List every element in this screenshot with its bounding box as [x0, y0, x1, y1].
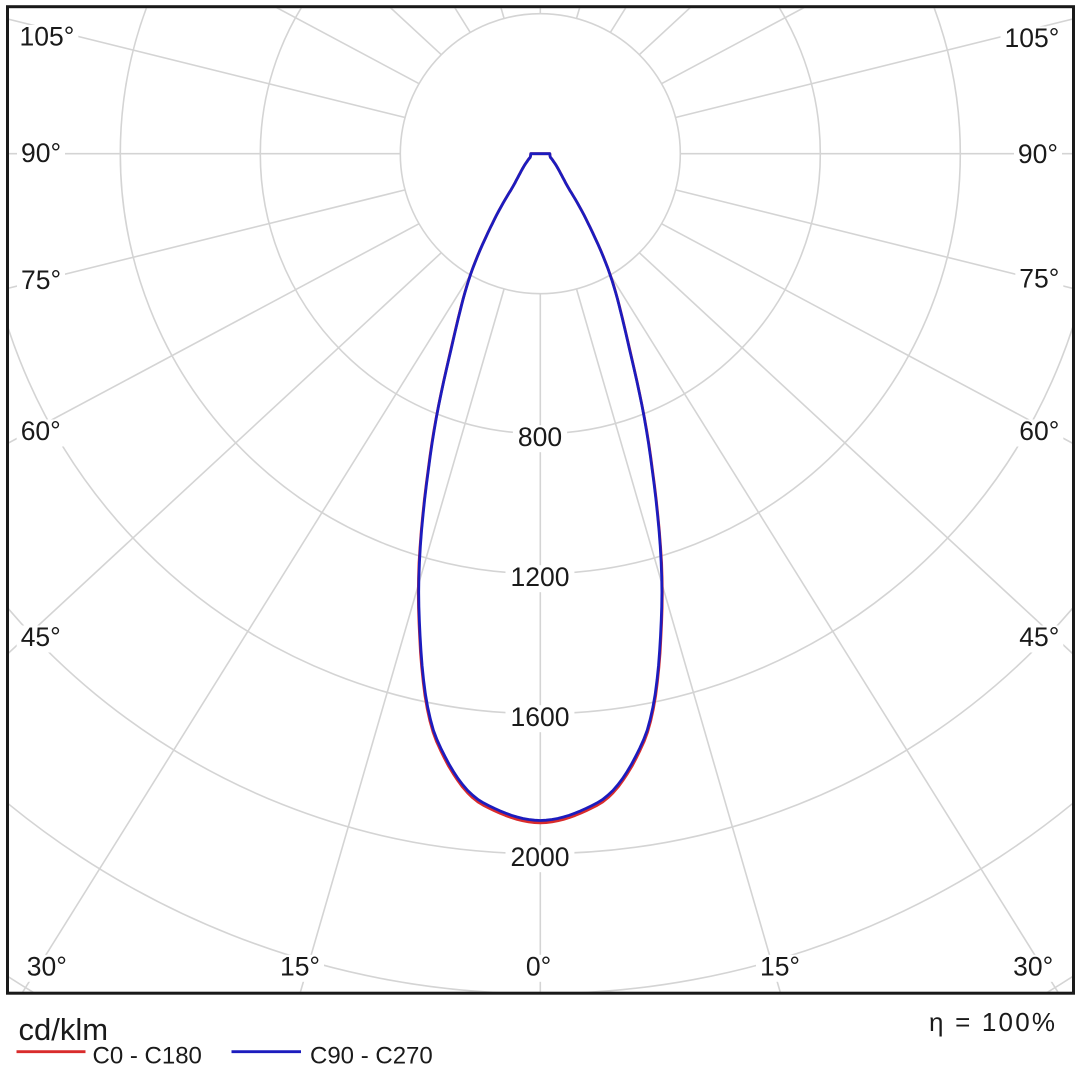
svg-text:60°: 60°: [21, 416, 61, 446]
svg-text:75°: 75°: [21, 265, 61, 295]
svg-text:15°: 15°: [280, 952, 320, 982]
svg-text:105°: 105°: [1004, 23, 1059, 53]
svg-text:75°: 75°: [1019, 264, 1059, 294]
svg-text:105°: 105°: [20, 22, 75, 52]
svg-text:30°: 30°: [27, 952, 67, 982]
svg-text:45°: 45°: [21, 622, 61, 652]
svg-text:30°: 30°: [1013, 952, 1053, 982]
svg-text:90°: 90°: [1018, 139, 1058, 169]
svg-text:0°: 0°: [526, 952, 551, 982]
svg-text:15°: 15°: [760, 952, 800, 982]
svg-text:1200: 1200: [511, 562, 570, 592]
svg-text:45°: 45°: [1019, 622, 1059, 652]
svg-text:2000: 2000: [511, 842, 570, 872]
svg-text:C90 - C270: C90 - C270: [310, 1043, 433, 1070]
svg-text:1600: 1600: [511, 702, 570, 732]
svg-text:C0 - C180: C0 - C180: [93, 1043, 202, 1070]
svg-text:60°: 60°: [1019, 416, 1059, 446]
svg-text:800: 800: [518, 422, 562, 452]
svg-text:90°: 90°: [21, 138, 61, 168]
svg-text:η = 100%: η = 100%: [929, 1007, 1057, 1037]
